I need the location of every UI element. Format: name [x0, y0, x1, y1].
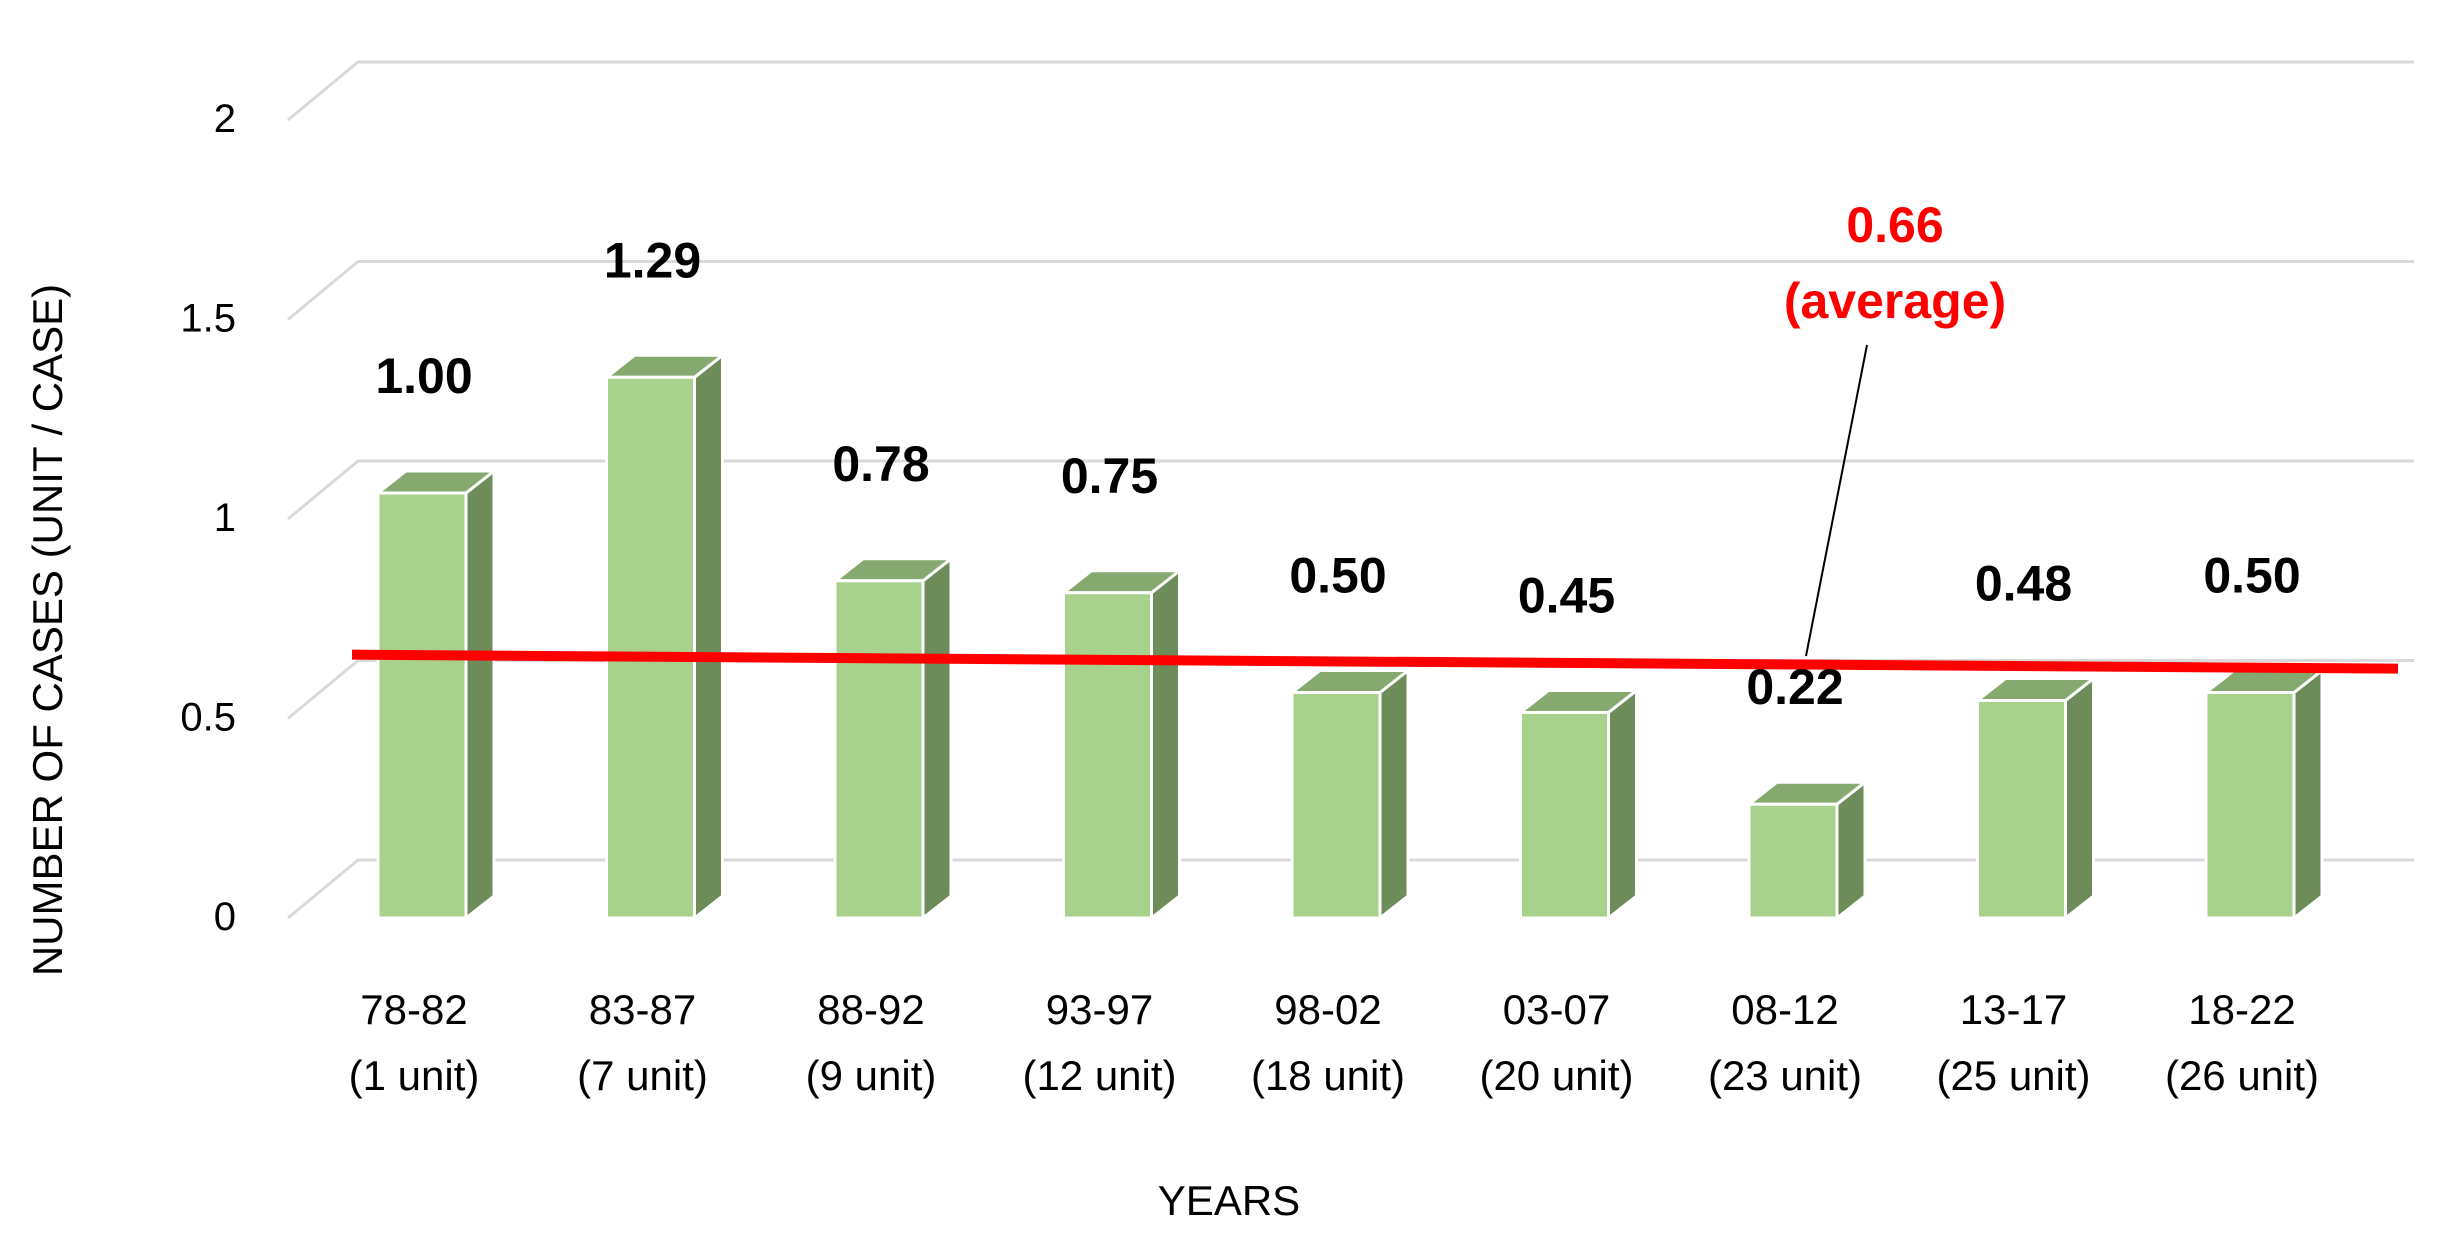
x-category-sublabel: (7 unit)	[577, 1052, 708, 1099]
bar-front	[1519, 710, 1610, 920]
y-tick-label: 1.5	[180, 297, 236, 341]
x-category-label: 08-12	[1731, 986, 1838, 1033]
x-axis-categories: 78-82 (1 unit) 83-87 (7 unit) 88-92 (9 unit) 9…	[349, 986, 2319, 1099]
data-label: 0.22	[1746, 659, 1843, 715]
bar-side	[1150, 567, 1181, 922]
bar	[1973, 675, 2098, 922]
data-label: 0.78	[832, 436, 929, 492]
gridline	[287, 260, 2414, 321]
data-label: 1.29	[604, 232, 701, 288]
bar-front	[1062, 591, 1153, 920]
bar	[1516, 687, 1641, 922]
bar-side	[2292, 667, 2324, 922]
bar-side	[1378, 667, 1410, 922]
bars	[373, 352, 2327, 922]
x-category-label: 88-92	[817, 986, 924, 1033]
y-tick-label: 2	[214, 97, 236, 141]
data-label: 0.50	[1289, 548, 1386, 604]
average-line-group: 0.66 (average)	[351, 197, 2399, 674]
y-axis-title: NUMBER OF CASES (UNIT / CASE)	[24, 284, 71, 976]
average-line	[351, 649, 2399, 674]
bar-front	[2204, 691, 2296, 920]
x-category-label: 93-97	[1046, 986, 1153, 1033]
x-category-sublabel: (20 unit)	[1479, 1052, 1633, 1099]
bar-side	[1607, 687, 1638, 922]
y-tick-label: 0.5	[180, 696, 236, 740]
bar	[2201, 667, 2327, 922]
bar-side	[921, 555, 953, 922]
bar	[1744, 779, 1870, 922]
bar	[373, 467, 499, 922]
x-category-sublabel: (1 unit)	[349, 1052, 480, 1099]
y-axis-ticks: 0 0.5 1 1.5 2	[180, 97, 236, 939]
bar-front	[1290, 691, 1382, 920]
average-leader-line	[1805, 344, 1868, 657]
x-category-sublabel: (12 unit)	[1022, 1052, 1176, 1099]
data-labels: 1.00 1.29 0.78 0.75 0.50 0.45 0.22 0.48 0.50	[375, 232, 2300, 715]
x-category-label: 98-02	[1274, 986, 1381, 1033]
bar-front	[833, 579, 925, 920]
data-label: 0.75	[1061, 448, 1158, 504]
bar	[830, 555, 956, 922]
bar-side	[2064, 675, 2095, 922]
bar-front	[376, 491, 468, 920]
average-text-label: (average)	[1784, 273, 2006, 329]
bar-front	[1976, 698, 2067, 920]
x-category-label: 18-22	[2188, 986, 2295, 1033]
gridline	[287, 459, 2414, 521]
bar-front	[1747, 802, 1839, 920]
x-category-sublabel: (23 unit)	[1708, 1052, 1862, 1099]
bar-front	[605, 375, 696, 920]
y-tick-label: 1	[214, 496, 236, 540]
x-category-label: 13-17	[1960, 986, 2067, 1033]
x-category-label: 03-07	[1503, 986, 1610, 1033]
data-label: 1.00	[375, 348, 472, 404]
y-tick-label: 0	[214, 895, 236, 939]
bar-side	[464, 467, 496, 922]
x-category-sublabel: (9 unit)	[806, 1052, 937, 1099]
data-label: 0.50	[2203, 548, 2300, 604]
bar	[1287, 667, 1413, 922]
gridline	[287, 858, 2414, 920]
bar	[1059, 567, 1184, 922]
average-value-label: 0.66	[1846, 197, 1943, 253]
bar-side	[693, 352, 724, 922]
data-label: 0.45	[1518, 567, 1615, 623]
data-label: 0.48	[1975, 555, 2072, 611]
x-axis-title: YEARS	[1158, 1177, 1300, 1224]
x-category-sublabel: (25 unit)	[1936, 1052, 2090, 1099]
x-category-label: 78-82	[360, 986, 467, 1033]
x-category-sublabel: (26 unit)	[2165, 1052, 2319, 1099]
bar	[602, 352, 727, 922]
x-category-label: 83-87	[589, 986, 696, 1033]
x-category-sublabel: (18 unit)	[1251, 1052, 1405, 1099]
gridline	[287, 60, 2414, 122]
